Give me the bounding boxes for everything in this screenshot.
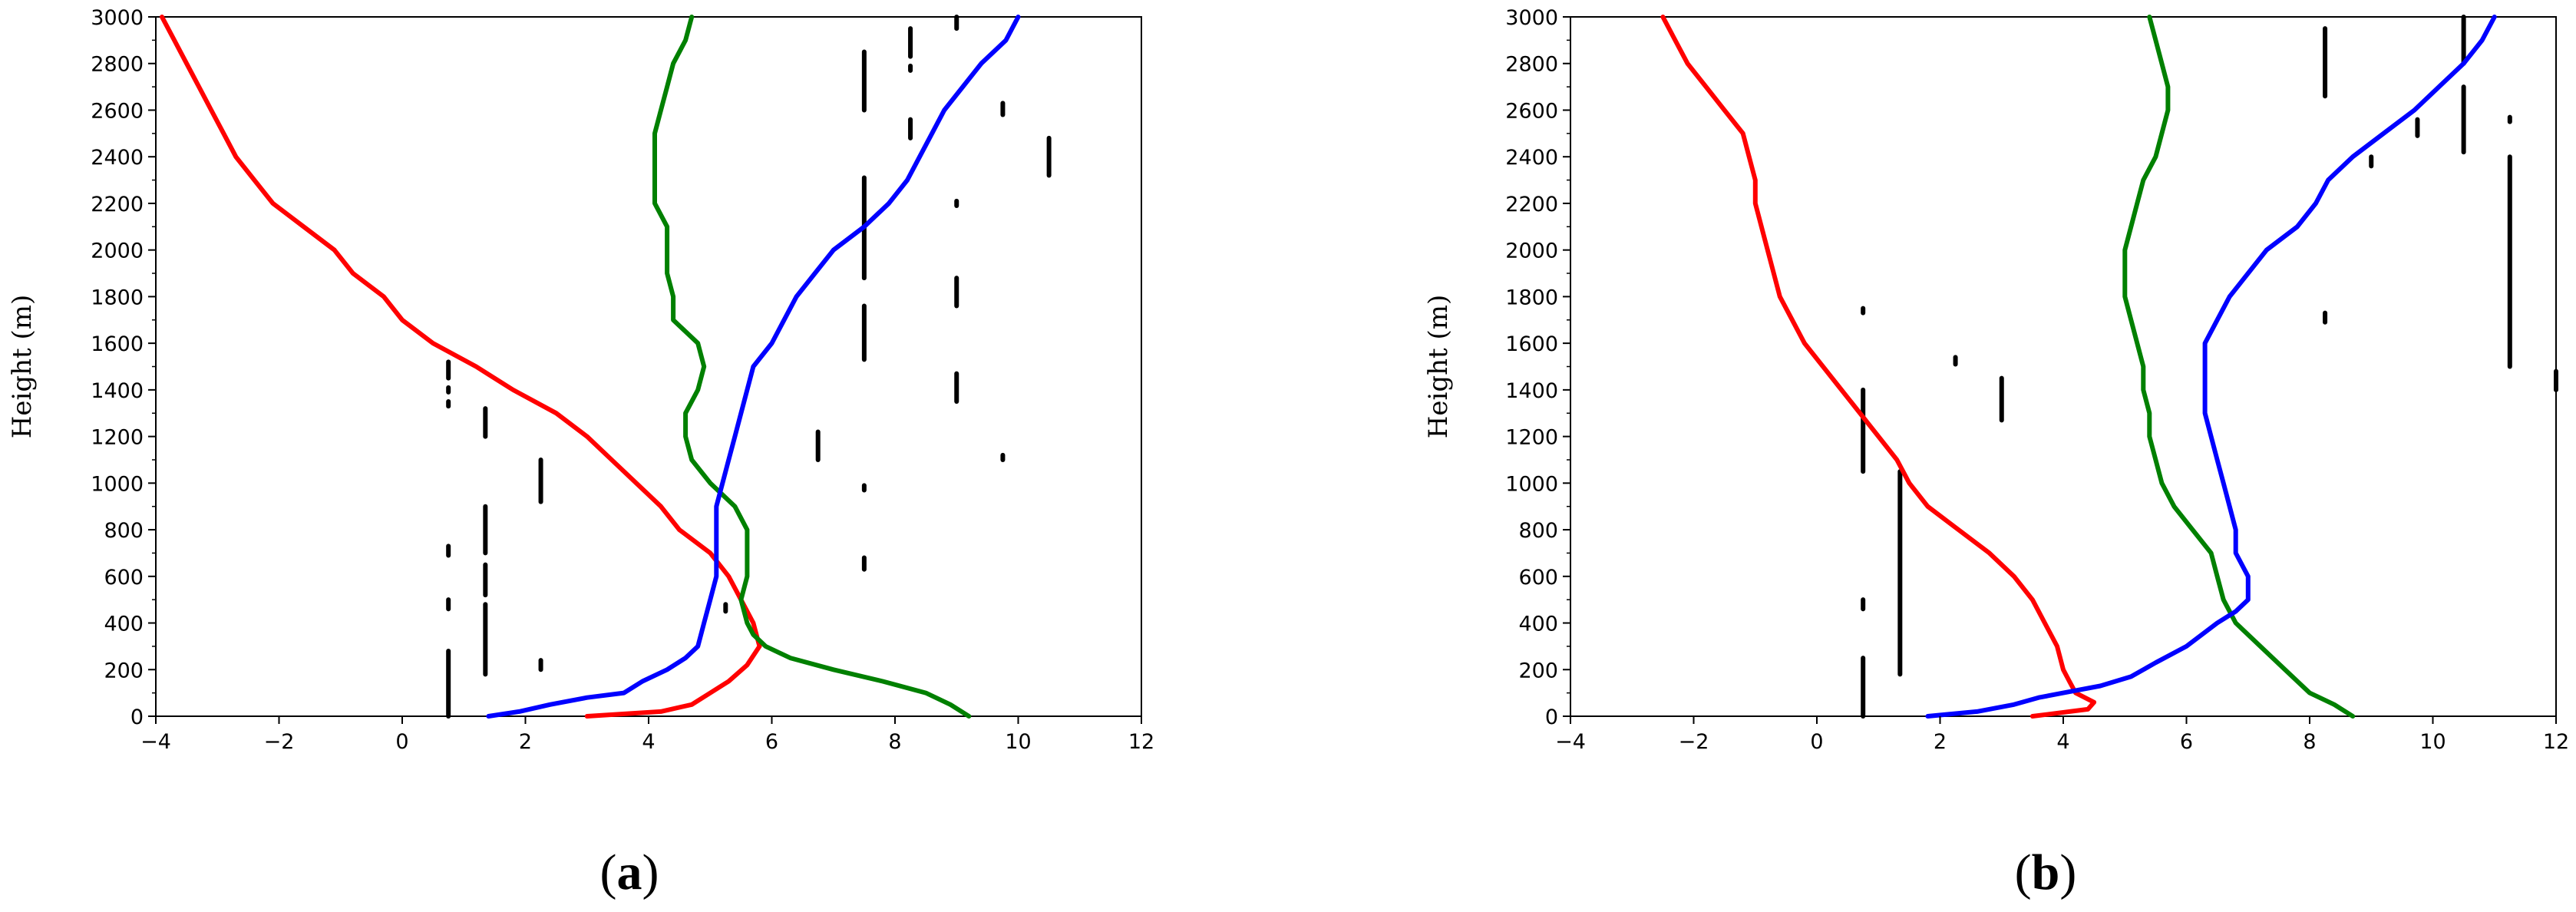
y-tick-label: 400 (1518, 613, 1558, 636)
y-axis-label: Height (m) (1423, 295, 1454, 439)
y-tick-label: 800 (104, 519, 144, 543)
x-tick-label: 10 (2419, 730, 2446, 754)
plot-frame (155, 16, 1142, 717)
x-tick-label: 10 (1005, 730, 1031, 754)
y-tick-label: 600 (104, 566, 144, 590)
x-tick-label: 2 (1934, 730, 1947, 754)
x-tick-label: 4 (642, 730, 655, 754)
x-tick-label: −2 (1679, 730, 1709, 754)
y-tick-label: 800 (1518, 519, 1558, 543)
y-tick-label: 1600 (91, 332, 144, 356)
y-tick-label: 2800 (1505, 53, 1558, 77)
y-tick-label: 1000 (1505, 472, 1558, 496)
y-tick-label: 1800 (91, 286, 144, 309)
x-tick-label: 8 (888, 730, 901, 754)
y-tick-label: 200 (104, 659, 144, 682)
x-tick-label: 2 (519, 730, 532, 754)
y-tick-label: 1200 (1505, 426, 1558, 450)
y-tick-label: 600 (1518, 566, 1558, 590)
series-line-3 (486, 15, 1021, 719)
y-tick-label: 1400 (91, 379, 144, 403)
y-tick-label: 1600 (1505, 332, 1558, 356)
panel-a: −4 −2 0 2 4 6 8 10 12 0 200 400 600 800 1000 1200 1400 16… (7, 6, 1154, 754)
y-axis-label: Height (m) (7, 295, 38, 439)
x-tick-label: 0 (395, 730, 408, 754)
x-tick-label: 6 (2180, 730, 2193, 754)
x-tick-label: 12 (1128, 730, 1154, 754)
series-line-2 (2122, 15, 2356, 719)
y-tick-label: 0 (1545, 705, 1558, 729)
x-tick-label: −4 (140, 730, 171, 754)
y-tick-label: 2400 (1505, 146, 1558, 170)
y-tick-label: 2200 (91, 193, 144, 216)
y-tick-label: 2800 (91, 53, 144, 77)
y-tick-label: 1000 (91, 472, 144, 496)
y-tick-label: 0 (130, 705, 144, 729)
y-tick-label: 1200 (91, 426, 144, 450)
y-tick-label: 2000 (91, 240, 144, 263)
y-tick-label: 2600 (1505, 99, 1558, 123)
y-tick-label: 2600 (91, 99, 144, 123)
x-tick-label: 0 (1810, 730, 1823, 754)
series-line-1 (1660, 15, 2097, 719)
y-tick-label: 2400 (91, 146, 144, 170)
y-tick-label: 2000 (1505, 240, 1558, 263)
y-tick-label: 2200 (1505, 193, 1558, 216)
x-tick-label: −4 (1555, 730, 1586, 754)
x-tick-label: −2 (264, 730, 295, 754)
plot-frame (1570, 16, 2557, 717)
y-tick-label: 1800 (1505, 286, 1558, 309)
x-tick-label: 6 (765, 730, 778, 754)
y-tick-label: 1400 (1505, 379, 1558, 403)
y-tick-label: 200 (1518, 659, 1558, 682)
x-tick-label: 12 (2543, 730, 2569, 754)
y-tick-label: 3000 (91, 6, 144, 30)
x-tick-label: 8 (2303, 730, 2316, 754)
caption-b: (b) (2015, 844, 2077, 900)
series-line-2 (652, 15, 972, 719)
series-line-1 (160, 15, 762, 719)
series-line-3 (1925, 15, 2497, 719)
caption-a: (a) (600, 844, 659, 900)
panel-b: −4 −2 0 2 4 6 8 10 12 0 200 400 600 800 1000 1200 1400 16… (1423, 6, 2569, 754)
y-tick-label: 3000 (1505, 6, 1558, 30)
x-tick-label: 4 (2056, 730, 2069, 754)
y-tick-label: 400 (104, 613, 144, 636)
